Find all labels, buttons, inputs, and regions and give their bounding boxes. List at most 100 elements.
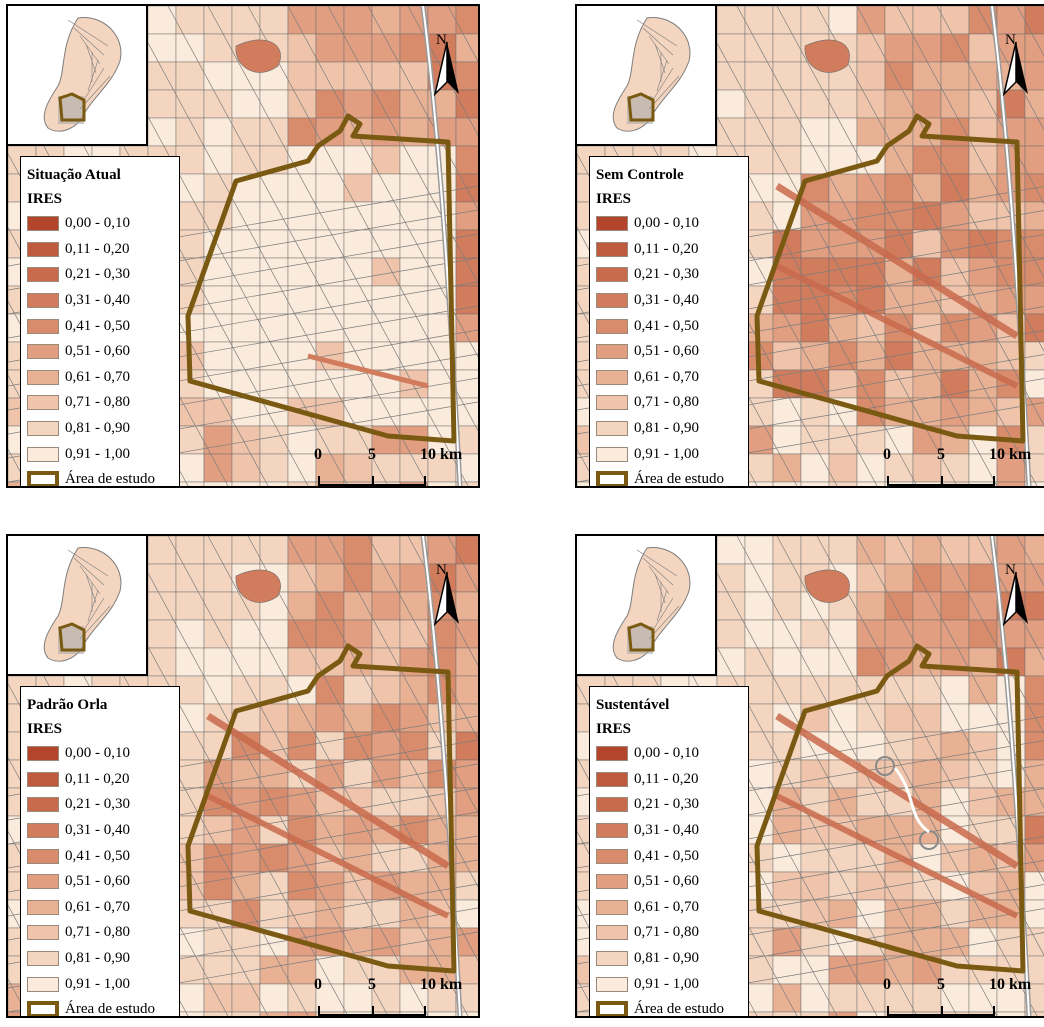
study-area-swatch xyxy=(596,1001,628,1016)
scale-baseline xyxy=(318,1014,426,1016)
map-legend: Padrão Orla IRES 0,00 - 0,10 0,11 - 0,20 0,2… xyxy=(20,686,180,1018)
legend-class-label: 0,00 - 0,10 xyxy=(634,745,699,762)
legend-class: 0,91 - 1,00 xyxy=(596,971,742,997)
legend-class-label: 0,91 - 1,00 xyxy=(65,445,130,462)
legend-swatch xyxy=(27,421,59,437)
scale-tick-label: 0 xyxy=(314,446,322,463)
legend-class: 0,31 - 0,40 xyxy=(27,818,173,844)
legend-class-label: 0,81 - 0,90 xyxy=(634,950,699,967)
legend-class: 0,21 - 0,30 xyxy=(596,792,742,818)
legend-class-label: 0,00 - 0,10 xyxy=(65,215,130,232)
scale-bar: 0 5 10 km xyxy=(308,446,478,486)
legend-heading: IRES xyxy=(27,721,63,737)
scale-tick xyxy=(318,476,320,486)
legend-class-label: 0,81 - 0,90 xyxy=(65,420,130,437)
scale-bar: 0 5 10 km xyxy=(877,976,1044,1016)
legend-class: 0,11 - 0,20 xyxy=(596,237,742,263)
scale-tick-label: 5 xyxy=(368,976,376,993)
scale-tick-label: 0 xyxy=(883,976,891,993)
scale-tick-label: 0 xyxy=(314,976,322,993)
legend-swatch xyxy=(27,951,59,967)
study-area-label: Área de estudo xyxy=(634,1001,724,1018)
legend-class-label: 0,71 - 0,80 xyxy=(65,394,130,411)
legend-class: 0,61 - 0,70 xyxy=(596,895,742,921)
legend-swatch xyxy=(596,874,628,890)
study-area-label: Área de estudo xyxy=(65,1001,155,1018)
legend-class: 0,51 - 0,60 xyxy=(27,869,173,895)
legend-class-label: 0,81 - 0,90 xyxy=(65,950,130,967)
scale-tick-label: 10 km xyxy=(989,446,1032,463)
legend-class-label: 0,11 - 0,20 xyxy=(65,240,130,257)
legend-swatch xyxy=(596,925,628,941)
legend-swatch xyxy=(596,746,628,762)
legend-class: 0,41 - 0,50 xyxy=(596,313,742,339)
legend-swatch xyxy=(27,899,59,915)
legend-class: 0,31 - 0,40 xyxy=(596,818,742,844)
legend-swatch xyxy=(596,848,628,864)
legend-class: 0,81 - 0,90 xyxy=(596,946,742,972)
legend-class-label: 0,11 - 0,20 xyxy=(634,770,699,787)
scale-tick xyxy=(993,476,995,486)
scale-tick xyxy=(372,476,374,486)
legend-swatch xyxy=(27,848,59,864)
map-panel-uncontrolled: N Sem Controle IRES 0,00 - 0,10 0,11 - 0,20 0… xyxy=(575,4,1044,488)
scale-baseline xyxy=(887,484,995,486)
legend-class-label: 0,41 - 0,50 xyxy=(634,847,699,864)
legend-study-area: Área de estudo xyxy=(27,997,173,1018)
legend-class: 0,21 - 0,30 xyxy=(27,792,173,818)
legend-swatch xyxy=(596,293,628,309)
scenario-title: Padrão Orla xyxy=(27,697,108,713)
legend-class-label: 0,61 - 0,70 xyxy=(65,898,130,915)
legend-class-label: 0,81 - 0,90 xyxy=(634,420,699,437)
legend-class: 0,41 - 0,50 xyxy=(596,843,742,869)
legend-swatch xyxy=(596,446,628,462)
legend-class-label: 0,51 - 0,60 xyxy=(65,873,130,890)
legend-class-label: 0,21 - 0,30 xyxy=(65,796,130,813)
legend-class: 0,41 - 0,50 xyxy=(27,313,173,339)
legend-swatch xyxy=(596,797,628,813)
locator-inset-map xyxy=(577,6,717,146)
study-area-swatch xyxy=(596,471,628,486)
north-arrow-icon: N xyxy=(430,562,464,634)
legend-class: 0,21 - 0,30 xyxy=(596,262,742,288)
scale-tick-label: 5 xyxy=(937,976,945,993)
north-arrow-icon: N xyxy=(999,32,1033,104)
legend-class: 0,81 - 0,90 xyxy=(27,946,173,972)
legend-class: 0,81 - 0,90 xyxy=(596,416,742,442)
legend-class-label: 0,91 - 1,00 xyxy=(65,975,130,992)
study-area-swatch xyxy=(27,1001,59,1016)
legend-class-label: 0,91 - 1,00 xyxy=(634,975,699,992)
scale-tick xyxy=(941,1006,943,1016)
legend-swatch xyxy=(596,395,628,411)
legend-swatch xyxy=(596,823,628,839)
legend-class: 0,61 - 0,70 xyxy=(27,895,173,921)
legend-class: 0,11 - 0,20 xyxy=(27,767,173,793)
legend-class-label: 0,21 - 0,30 xyxy=(634,796,699,813)
legend-class: 0,51 - 0,60 xyxy=(596,339,742,365)
scale-bar: 0 5 10 km xyxy=(877,446,1044,486)
legend-class: 0,31 - 0,40 xyxy=(596,288,742,314)
legend-class-label: 0,41 - 0,50 xyxy=(65,847,130,864)
legend-swatch xyxy=(27,267,59,283)
legend-class-label: 0,61 - 0,70 xyxy=(634,368,699,385)
legend-swatch xyxy=(596,771,628,787)
scale-tick xyxy=(424,1006,426,1016)
legend-class-label: 0,11 - 0,20 xyxy=(65,770,130,787)
scenario-title: Sem Controle xyxy=(596,167,684,183)
legend-swatch xyxy=(596,216,628,232)
scale-tick xyxy=(887,476,889,486)
map-legend: Situação Atual IRES 0,00 - 0,10 0,11 - 0,20… xyxy=(20,156,180,486)
legend-class-label: 0,21 - 0,30 xyxy=(65,266,130,283)
legend-class: 0,61 - 0,70 xyxy=(27,365,173,391)
legend-class: 0,61 - 0,70 xyxy=(596,365,742,391)
scale-tick xyxy=(993,1006,995,1016)
legend-class: 0,51 - 0,60 xyxy=(596,869,742,895)
scale-baseline xyxy=(318,484,426,486)
legend-class: 0,71 - 0,80 xyxy=(596,920,742,946)
legend-class: 0,81 - 0,90 xyxy=(27,416,173,442)
scale-tick-label: 10 km xyxy=(420,446,463,463)
locator-inset-map xyxy=(577,536,717,676)
legend-swatch xyxy=(596,344,628,360)
map-panel-orla: N Padrão Orla IRES 0,00 - 0,10 0,11 - 0,20 0,… xyxy=(6,534,480,1018)
legend-class-label: 0,61 - 0,70 xyxy=(634,898,699,915)
